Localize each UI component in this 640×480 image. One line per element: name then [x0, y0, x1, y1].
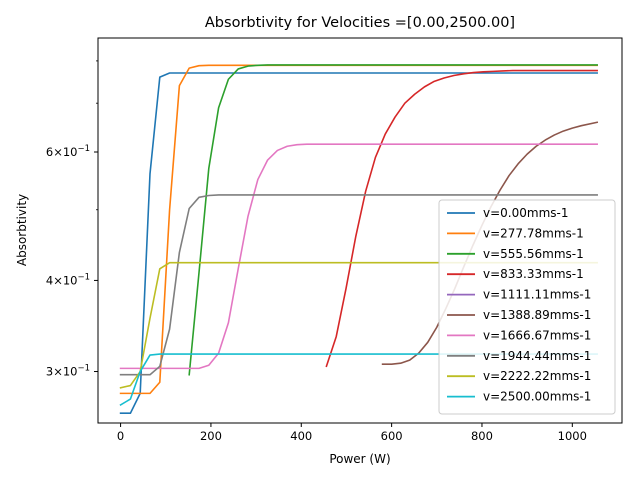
x-tick-label: 1000: [558, 429, 587, 443]
y-tick-label: 3×10−1: [46, 364, 90, 379]
y-axis-ticks: 3×10−1 4×10−1 6×10−1: [46, 60, 98, 379]
x-tick-label: 200: [200, 429, 222, 443]
x-axis-label: Power (W): [329, 452, 390, 466]
legend-label-8: v=2222.22mms-1: [483, 369, 591, 383]
x-tick-label: 400: [290, 429, 312, 443]
legend-label-1: v=277.78mms-1: [483, 226, 584, 240]
legend-label-2: v=555.56mms-1: [483, 247, 584, 261]
x-tick-label: 600: [381, 429, 403, 443]
legend-label-3: v=833.33mms-1: [483, 267, 584, 281]
series-line-8: [119, 261, 598, 389]
legend-label-0: v=0.00mms-1: [483, 206, 568, 220]
x-axis-ticks: 0 200 400 600 800 1000: [117, 423, 587, 443]
x-tick-label: 0: [117, 429, 124, 443]
legend-label-9: v=2500.00mms-1: [483, 390, 591, 404]
series-line-6: [119, 143, 598, 370]
plot-frame: [97, 37, 623, 424]
y-tick-label: 6×10−1: [46, 144, 90, 159]
x-tick-label: 800: [471, 429, 493, 443]
series-line-9: [119, 353, 598, 406]
series-line-3: [325, 69, 598, 368]
legend-label-6: v=1666.67mms-1: [483, 328, 591, 342]
legend-box: [438, 199, 616, 415]
legend: v=0.00mms-1 v=277.78mms-1 v=555.56mms-1 v=8…: [438, 199, 616, 415]
series-line-1: [119, 64, 598, 395]
series-line-7: [119, 194, 598, 376]
legend-label-7: v=1944.44mms-1: [483, 349, 591, 363]
y-axis-label: Absorbtivity: [15, 194, 29, 266]
series-lines: [119, 64, 599, 415]
chart-title: Absorbtivity for Velocities =[0.00,2500.…: [205, 15, 515, 31]
legend-label-4: v=1111.11mms-1: [483, 288, 591, 302]
series-line-2: [188, 64, 598, 376]
legend-label-5: v=1388.89mms-1: [483, 308, 591, 322]
series-line-0: [119, 72, 598, 415]
y-tick-label: 4×10−1: [46, 272, 90, 287]
